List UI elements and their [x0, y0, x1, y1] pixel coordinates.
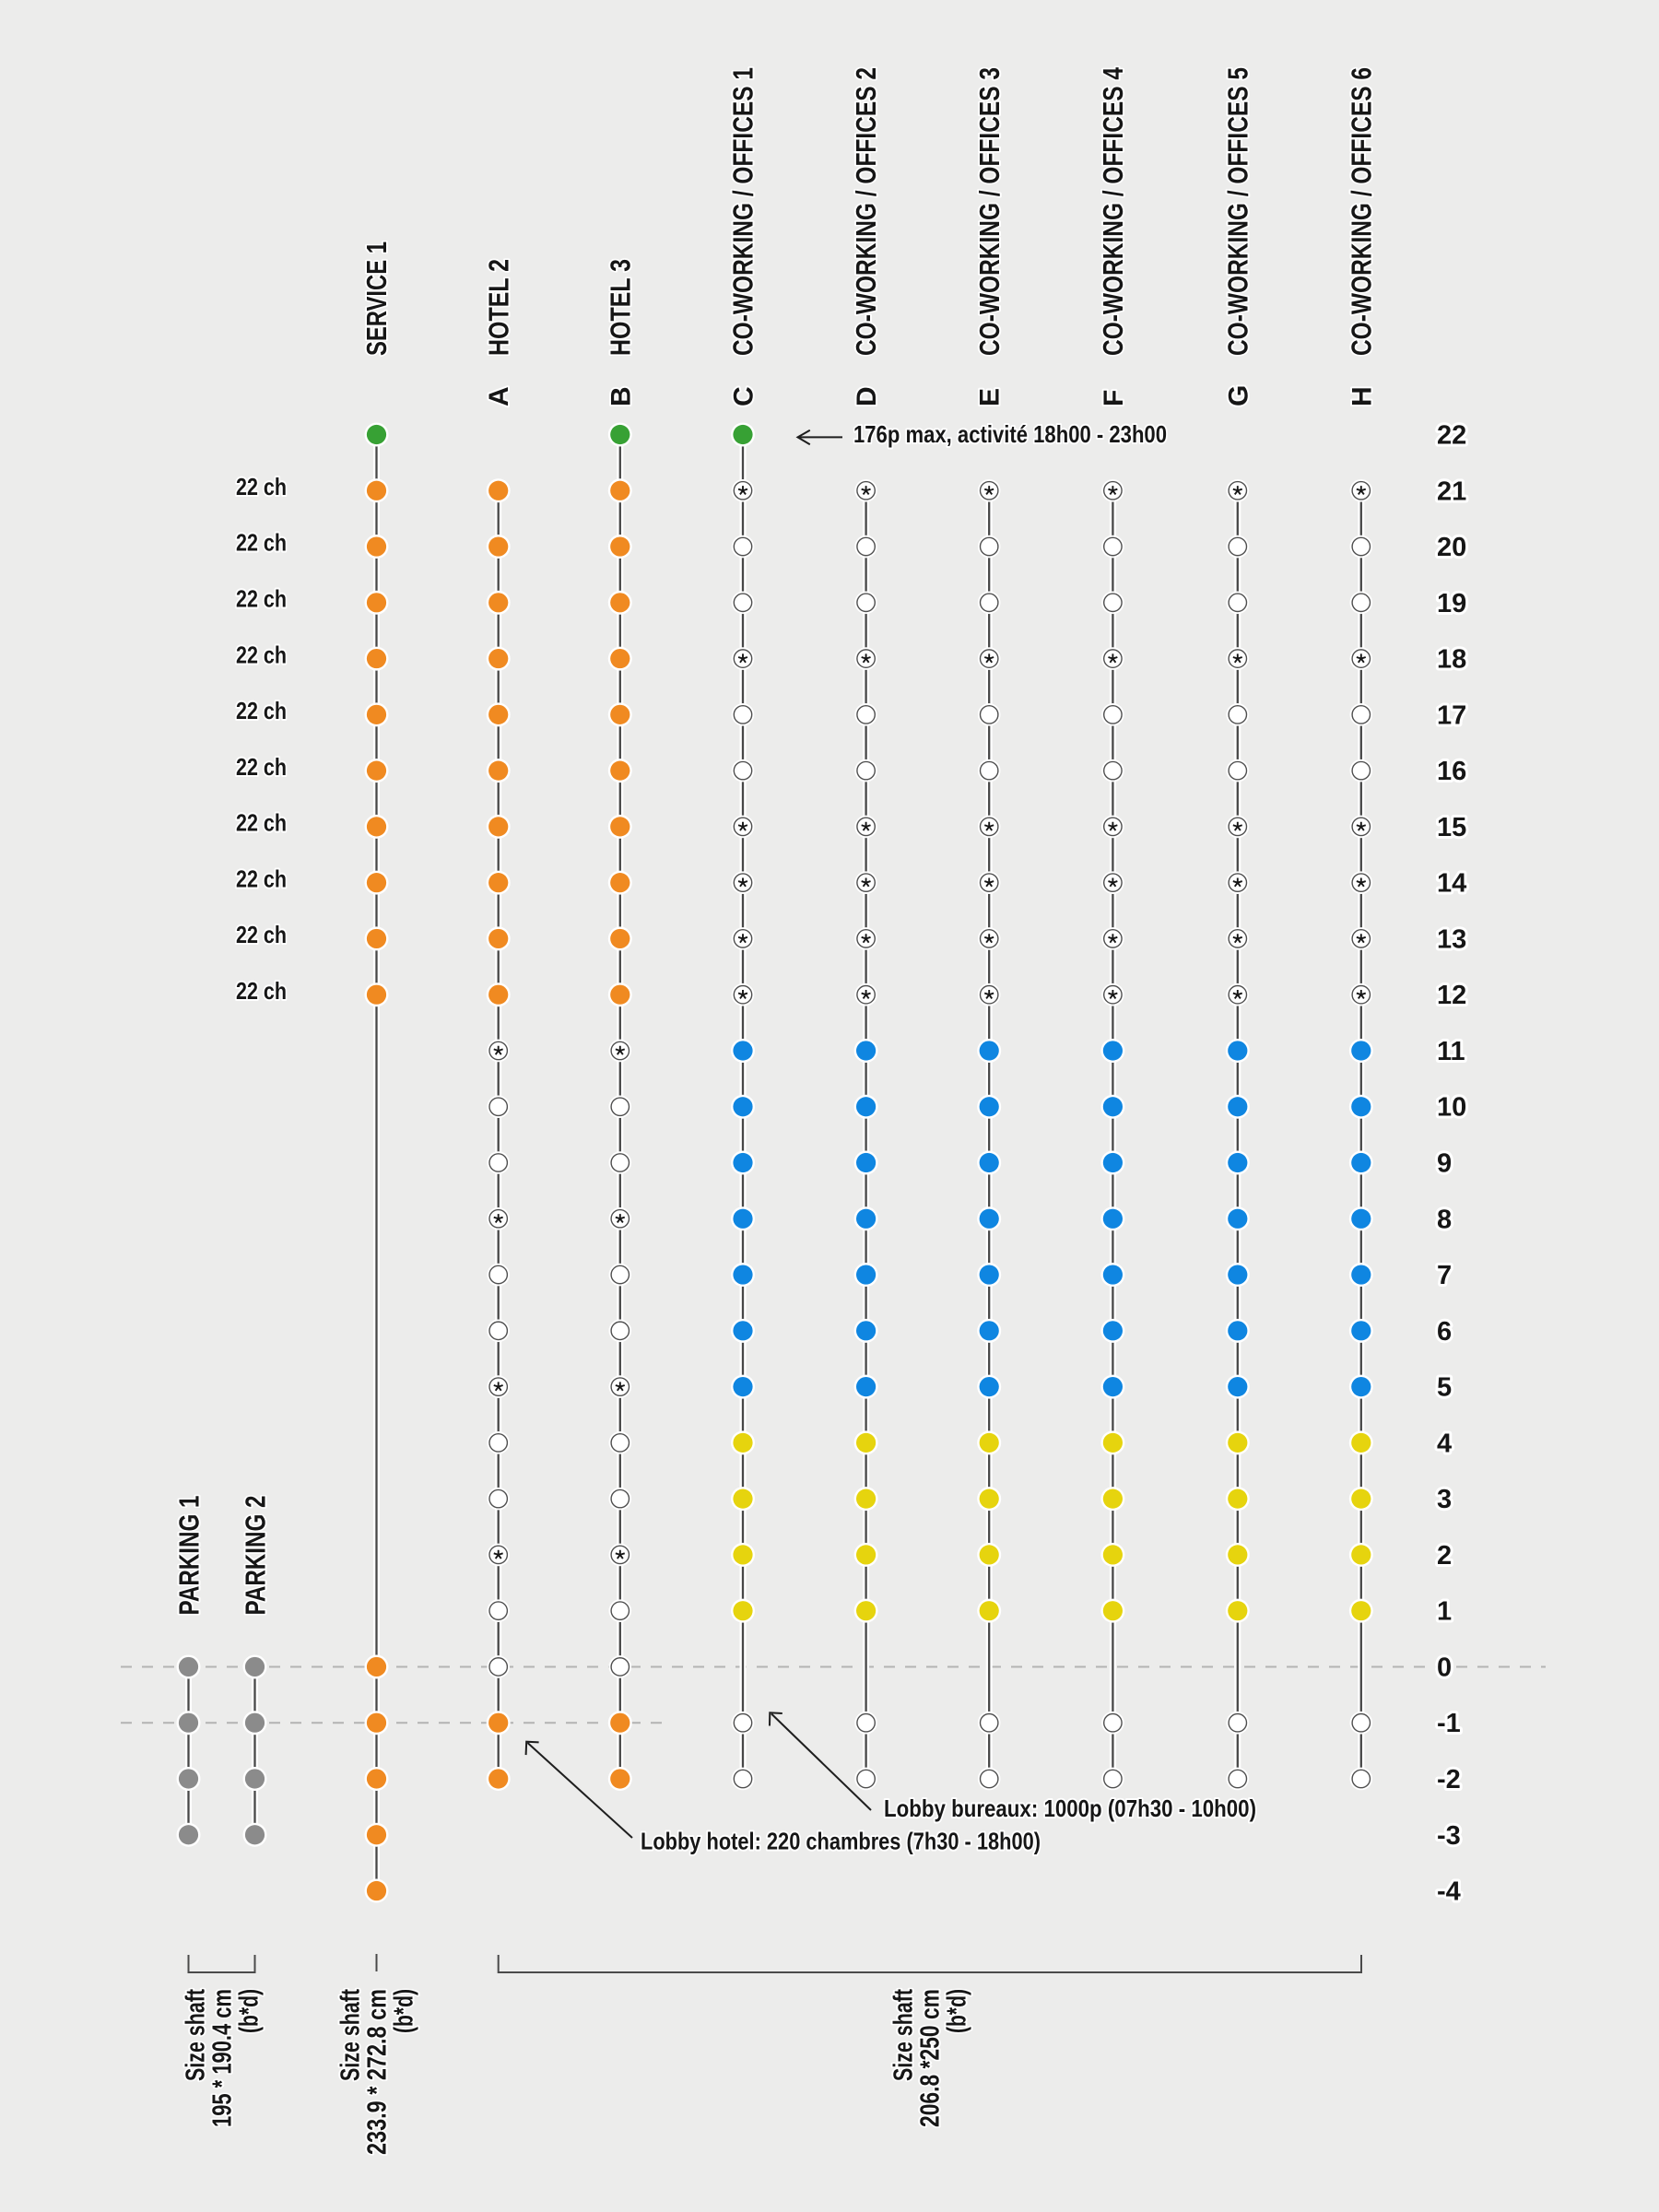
svg-text:A: A: [484, 386, 514, 406]
svg-text:3: 3: [1437, 1485, 1452, 1514]
svg-text:18: 18: [1437, 645, 1466, 675]
svg-text:206.8 *250 cm: 206.8 *250 cm: [915, 1989, 945, 2127]
svg-text:17: 17: [1437, 700, 1466, 730]
svg-text:5: 5: [1437, 1373, 1452, 1403]
svg-text:PARKING 2: PARKING 2: [240, 1496, 272, 1616]
svg-text:22: 22: [1437, 421, 1466, 451]
svg-text:7: 7: [1437, 1261, 1452, 1290]
svg-text:6: 6: [1437, 1317, 1452, 1347]
svg-text:10: 10: [1437, 1093, 1466, 1123]
svg-text:-4: -4: [1437, 1877, 1461, 1907]
svg-text:HOTEL 3: HOTEL 3: [604, 259, 636, 356]
svg-text:20: 20: [1437, 533, 1466, 562]
svg-text:21: 21: [1437, 477, 1466, 506]
svg-text:Size shaft: Size shaft: [888, 1989, 918, 2081]
svg-text:22 ch: 22 ch: [236, 529, 287, 557]
svg-text:G: G: [1223, 385, 1253, 406]
svg-text:1: 1: [1437, 1597, 1452, 1627]
svg-text:E: E: [975, 388, 1006, 406]
svg-text:19: 19: [1437, 589, 1466, 618]
svg-text:16: 16: [1437, 757, 1466, 786]
svg-text:PARKING 1: PARKING 1: [173, 1496, 206, 1616]
svg-text:13: 13: [1437, 924, 1466, 954]
svg-text:8: 8: [1437, 1205, 1452, 1234]
svg-text:CO-WORKING / OFFICES 2: CO-WORKING / OFFICES 2: [850, 67, 882, 356]
svg-text:22 ch: 22 ch: [236, 865, 287, 892]
svg-text:C: C: [729, 386, 759, 406]
svg-text:22 ch: 22 ch: [236, 921, 287, 948]
svg-text:F: F: [1099, 390, 1129, 406]
svg-text:2: 2: [1437, 1541, 1452, 1571]
svg-text:12: 12: [1437, 981, 1466, 1010]
svg-text:195 * 190.4 cm: 195 * 190.4 cm: [207, 1989, 237, 2127]
svg-text:-1: -1: [1437, 1709, 1461, 1738]
svg-text:15: 15: [1437, 813, 1466, 842]
svg-text:(b*d): (b*d): [389, 1989, 418, 2033]
svg-text:22 ch: 22 ch: [236, 473, 287, 500]
svg-text:Lobby bureaux: 1000p (07h30 -: Lobby bureaux: 1000p (07h30 - 10h00): [884, 1794, 1256, 1822]
svg-text:(b*d): (b*d): [234, 1989, 264, 2033]
svg-text:22 ch: 22 ch: [236, 753, 287, 781]
svg-text:22 ch: 22 ch: [236, 585, 287, 613]
svg-text:(b*d): (b*d): [942, 1989, 971, 2033]
svg-text:Lobby hotel: 220 chambres (7h3: Lobby hotel: 220 chambres (7h30 - 18h00): [641, 1828, 1041, 1855]
svg-text:HOTEL 2: HOTEL 2: [482, 259, 514, 356]
svg-text:233.9 * 272.8 cm: 233.9 * 272.8 cm: [362, 1989, 392, 2155]
svg-text:CO-WORKING / OFFICES 5: CO-WORKING / OFFICES 5: [1221, 67, 1253, 356]
svg-text:H: H: [1347, 386, 1377, 406]
svg-text:Size shaft: Size shaft: [181, 1989, 210, 2081]
svg-text:22 ch: 22 ch: [236, 641, 287, 668]
svg-text:22 ch: 22 ch: [236, 977, 287, 1005]
svg-text:CO-WORKING / OFFICES 6: CO-WORKING / OFFICES 6: [1345, 67, 1377, 356]
svg-text:B: B: [606, 386, 636, 406]
svg-text:-2: -2: [1437, 1765, 1461, 1794]
svg-text:SERVICE 1: SERVICE 1: [360, 241, 393, 356]
svg-text:11: 11: [1437, 1037, 1465, 1066]
svg-text:176p max, activité 18h00 - 23h: 176p max, activité 18h00 - 23h00: [853, 420, 1167, 448]
svg-text:Size shaft: Size shaft: [335, 1989, 365, 2081]
svg-text:22 ch: 22 ch: [236, 809, 287, 837]
svg-text:0: 0: [1437, 1653, 1452, 1682]
svg-text:9: 9: [1437, 1149, 1452, 1179]
svg-text:D: D: [852, 386, 882, 406]
svg-text:22 ch: 22 ch: [236, 697, 287, 724]
svg-text:-3: -3: [1437, 1821, 1461, 1851]
svg-text:CO-WORKING / OFFICES 3: CO-WORKING / OFFICES 3: [973, 67, 1006, 356]
svg-text:4: 4: [1437, 1429, 1452, 1458]
svg-text:CO-WORKING / OFFICES 1: CO-WORKING / OFFICES 1: [727, 67, 759, 356]
svg-text:CO-WORKING / OFFICES 4: CO-WORKING / OFFICES 4: [1097, 66, 1129, 356]
svg-text:14: 14: [1437, 869, 1466, 899]
